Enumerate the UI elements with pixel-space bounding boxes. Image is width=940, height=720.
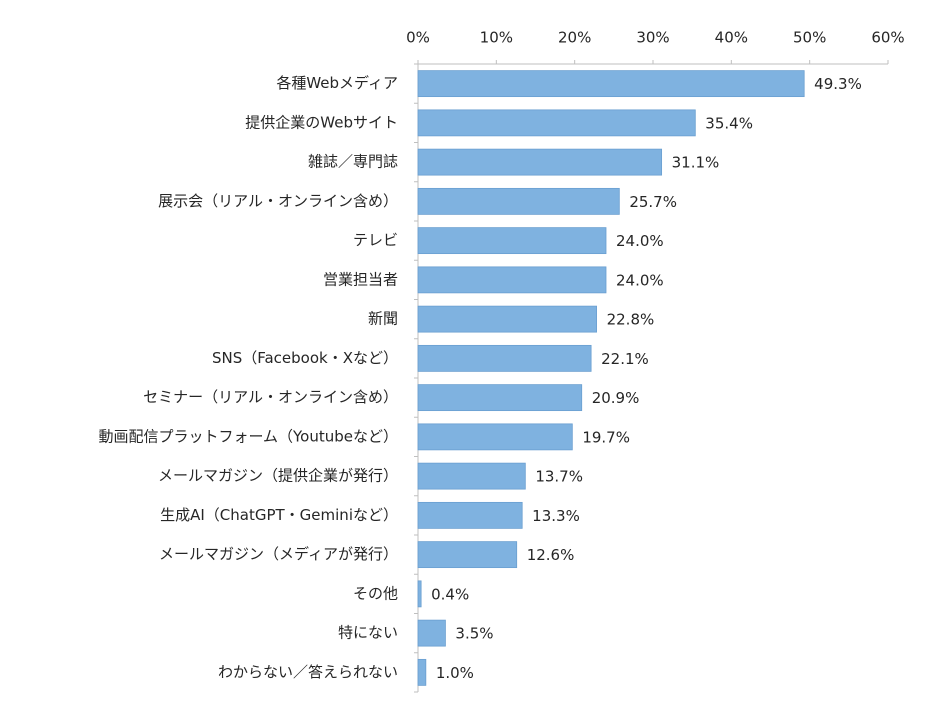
bar: [417, 266, 607, 294]
bar: [417, 148, 663, 176]
bar: [417, 423, 573, 451]
y-tick-label: 提供企業のWebサイト: [245, 113, 398, 131]
y-tick-label: 展示会（リアル・オンライン含め）: [158, 192, 398, 210]
x-tick-label: 50%: [793, 29, 826, 47]
value-label: 25.7%: [629, 193, 677, 211]
x-tick-label: 30%: [636, 29, 669, 47]
x-tick-label: 10%: [480, 29, 513, 47]
value-label: 13.3%: [532, 507, 580, 525]
bar: [417, 462, 526, 490]
value-label: 0.4%: [431, 585, 469, 603]
value-label: 13.7%: [535, 468, 583, 486]
value-label: 22.8%: [607, 311, 655, 329]
bar: [417, 384, 583, 412]
y-tick-label: その他: [353, 584, 398, 602]
y-tick-label: 動画配信プラットフォーム（Youtubeなど）: [98, 427, 398, 445]
y-tick-label: 新聞: [368, 310, 398, 328]
y-tick-label: 各種Webメディア: [276, 74, 398, 92]
x-tick-label: 60%: [871, 29, 904, 47]
value-label: 24.0%: [616, 271, 664, 289]
bar: [417, 658, 427, 686]
x-tick-label: 20%: [558, 29, 591, 47]
bar: [417, 109, 696, 137]
bar: [417, 344, 592, 372]
value-label: 22.1%: [601, 350, 649, 368]
bar: [417, 541, 518, 569]
bar: [417, 187, 620, 215]
bar: [417, 227, 607, 255]
y-tick-label: 特にない: [338, 624, 398, 642]
value-label: 24.0%: [616, 232, 664, 250]
value-label: 31.1%: [672, 154, 720, 172]
value-label: 35.4%: [705, 114, 753, 132]
value-label: 12.6%: [527, 546, 575, 564]
y-tick-label: 営業担当者: [323, 270, 398, 288]
y-tick-label: セミナー（リアル・オンライン含め）: [143, 388, 398, 406]
y-tick-label: メールマガジン（メディアが発行）: [159, 545, 398, 563]
bar: [417, 501, 523, 529]
y-tick-label: テレビ: [353, 231, 398, 249]
bar: [417, 70, 805, 98]
bar: [417, 619, 446, 647]
y-tick-label: SNS（Facebook・Xなど）: [212, 349, 398, 367]
y-tick-label: メールマガジン（提供企業が発行）: [158, 467, 398, 485]
value-label: 1.0%: [436, 664, 474, 682]
bar: [417, 580, 422, 608]
x-tick-label: 0%: [406, 29, 430, 47]
bar: [417, 305, 598, 333]
value-label: 3.5%: [455, 625, 493, 643]
value-label: 20.9%: [592, 389, 640, 407]
value-label: 49.3%: [814, 75, 862, 93]
x-tick-label: 40%: [715, 29, 748, 47]
y-tick-label: 雑誌／専門誌: [308, 153, 398, 171]
y-tick-label: 生成AI（ChatGPT・Geminiなど）: [160, 506, 398, 524]
value-label: 19.7%: [582, 428, 630, 446]
y-tick-label: わからない／答えられない: [218, 663, 398, 681]
